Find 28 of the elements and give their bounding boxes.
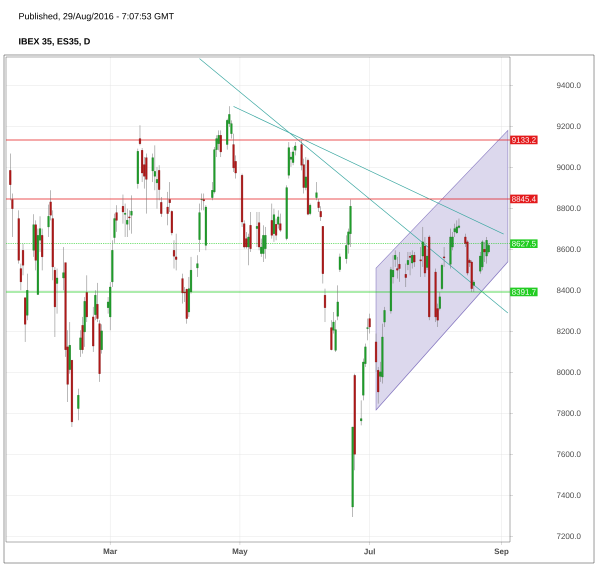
candlestick (175, 233, 178, 271)
candlestick (62, 246, 64, 291)
candlestick (264, 226, 266, 259)
text: Published, 29/Aug/2016 - 7:07:53 GMT (19, 12, 174, 22)
candlestick (181, 273, 184, 304)
candlestick (145, 153, 148, 214)
candlestick (77, 388, 80, 420)
candlestick (409, 252, 412, 276)
chart-title: IBEX 35, ES35, D (19, 38, 90, 46)
candlestick (279, 213, 282, 232)
candlestick (360, 400, 362, 426)
candlestick (324, 288, 326, 322)
candlestick (398, 252, 400, 282)
candlestick (138, 125, 142, 146)
candlestick (270, 203, 273, 239)
candlestick (486, 236, 488, 264)
candlestick (413, 252, 416, 268)
candlestick (130, 195, 133, 234)
candlestick (100, 324, 103, 354)
candlestick (488, 243, 490, 254)
candlestick (426, 248, 428, 270)
candlestick (336, 285, 339, 320)
candlestick (456, 220, 458, 234)
candlestick (262, 225, 264, 262)
candlestick (256, 212, 258, 248)
candlestick (220, 130, 222, 158)
candlestick (338, 253, 341, 272)
candlestick (196, 254, 198, 278)
